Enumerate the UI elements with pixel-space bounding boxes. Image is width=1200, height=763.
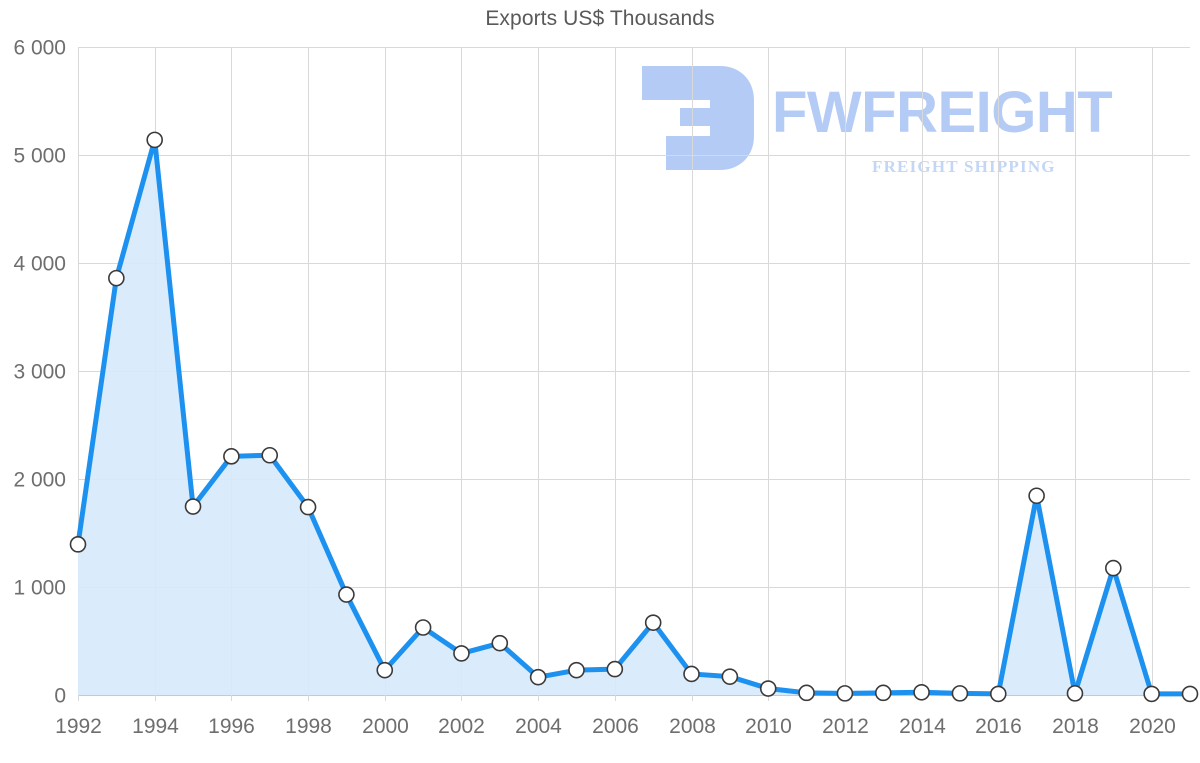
data-point-marker[interactable]: 2009: 170	[721, 668, 739, 685]
x-axis-tick-label: 2016	[975, 715, 1022, 738]
y-axis-tick-labels: 0 1 000 2 000 3 000 4 000 5 000 6 000	[13, 37, 66, 708]
x-axis-tick-labels: 1992 1994 1996 1998 2000 2002 2004 2006 2008 2010…	[55, 715, 1176, 738]
series-area	[78, 139, 1190, 695]
data-point-marker[interactable]: 2008: 195	[683, 665, 700, 683]
data-point-marker[interactable]: 2000: 230	[376, 661, 394, 679]
data-point-marker[interactable]: 2012: 15	[836, 685, 854, 702]
data-point-marker[interactable]: 2010: 60	[759, 680, 777, 697]
data-point-marker[interactable]: 1993: 3860	[108, 269, 125, 287]
data-point-marker[interactable]: 1999: 930	[338, 586, 355, 603]
data-point-marker[interactable]: 2013: 20	[874, 684, 892, 702]
y-axis-tick-label: 5 000	[13, 145, 66, 168]
x-axis-tick-label: 1996	[208, 715, 255, 738]
x-axis-tick-label: 1994	[132, 715, 179, 738]
x-axis-tick-label: 1998	[285, 715, 332, 738]
data-point-marker[interactable]: 2014: 25	[913, 683, 930, 701]
data-point-marker[interactable]: 2006: 240	[606, 660, 624, 678]
x-axis-tick-label: 2010	[745, 715, 792, 738]
data-point-marker[interactable]: 2001: 625	[414, 619, 432, 636]
data-point-marker[interactable]: 2003: 480	[491, 634, 509, 652]
series-markers[interactable]: 1992: 1395 1993: 3860 1994: 5140 1995: 1745…	[69, 131, 1199, 703]
x-axis-tick-label: 2020	[1129, 715, 1176, 738]
x-axis-tick-label: 2018	[1052, 715, 1099, 738]
data-point-marker[interactable]: 2016: 10	[989, 685, 1007, 703]
data-point-marker[interactable]: 1997: 2220	[261, 446, 279, 464]
x-axis-tick-label: 2012	[822, 715, 869, 738]
data-point-marker[interactable]: 2007: 670	[644, 614, 662, 631]
data-point-marker[interactable]: 2021: 10	[1181, 685, 1199, 703]
data-point-marker[interactable]: 2004: 165	[529, 668, 547, 686]
area-fill	[78, 139, 1190, 695]
data-point-marker[interactable]: 2019: 1175	[1105, 559, 1122, 577]
data-point-marker[interactable]: 2018: 15	[1066, 685, 1084, 702]
data-point-marker[interactable]: 2002: 385	[453, 645, 470, 662]
x-axis-tick-label: 2006	[592, 715, 639, 738]
y-axis-tick-label: 4 000	[13, 253, 66, 276]
x-axis-tick-label: 2000	[362, 715, 409, 738]
data-point-marker[interactable]: 2015: 15	[951, 685, 969, 702]
x-axis-tick-label: 2002	[438, 715, 485, 738]
data-point-marker[interactable]: 1998: 1740	[299, 498, 317, 516]
x-axis-tick-label: 2008	[669, 715, 716, 738]
data-point-marker[interactable]: 2005: 230	[568, 661, 585, 679]
y-axis-tick-label: 0	[54, 685, 66, 708]
data-point-marker[interactable]: 1996: 2210	[223, 448, 240, 465]
data-point-marker[interactable]: 2020: 10	[1143, 685, 1160, 703]
chart-title: Exports US$ Thousands	[485, 7, 715, 30]
x-axis-tick-label: 2014	[899, 715, 946, 738]
y-axis-tick-label: 2 000	[13, 469, 66, 492]
data-point-marker[interactable]: 1994: 5140	[146, 131, 163, 149]
x-axis-tick-label: 1992	[55, 715, 102, 738]
y-axis-tick-label: 3 000	[13, 361, 66, 384]
x-axis-tick-label: 2004	[515, 715, 562, 738]
data-point-marker[interactable]: 2011: 20	[798, 684, 815, 702]
y-axis-tick-label: 6 000	[13, 37, 66, 60]
data-point-marker[interactable]: 1995: 1745	[184, 498, 202, 515]
y-axis-tick-label: 1 000	[13, 577, 66, 600]
data-point-marker[interactable]: 2017: 1845	[1028, 487, 1045, 505]
data-point-marker[interactable]: 1992: 1395	[69, 536, 87, 553]
